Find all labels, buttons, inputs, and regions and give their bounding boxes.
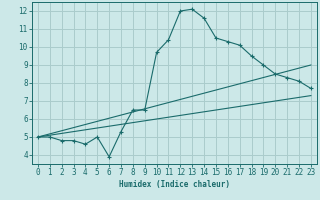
X-axis label: Humidex (Indice chaleur): Humidex (Indice chaleur) <box>119 180 230 189</box>
